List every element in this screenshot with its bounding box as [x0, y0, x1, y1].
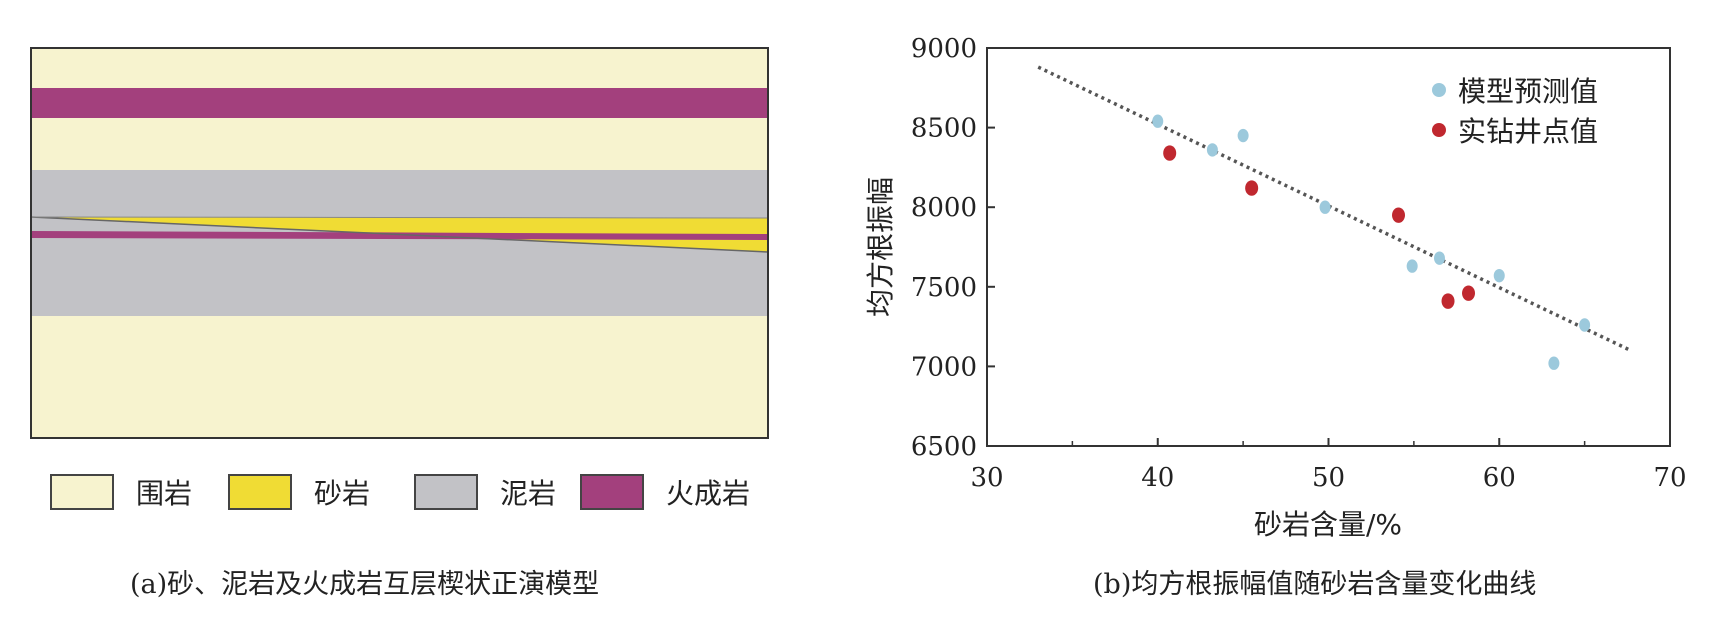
actual-point [1462, 285, 1476, 301]
legend-label: 围岩 [136, 477, 193, 510]
chart-legend: 模型预测值 实钻井点值 [1432, 70, 1598, 150]
x-tick-label: 50 [1312, 463, 1345, 493]
predicted-point [1433, 251, 1445, 265]
legend-label: 火成岩 [666, 477, 751, 510]
x-tick-label: 40 [1141, 463, 1174, 493]
wedge-boundary-line [30, 216, 769, 253]
data-points [1152, 114, 1591, 370]
y-tick-label: 8000 [911, 193, 977, 223]
legend-item-surround-rock: 围岩 [50, 472, 192, 512]
predicted-point [1548, 356, 1560, 370]
predicted-point [1237, 128, 1249, 143]
legend-label: 模型预测值 [1458, 75, 1599, 108]
caption-panel-b: (b)均方根振幅值随砂岩含量变化曲线 [1093, 569, 1537, 600]
x-tick-label: 30 [970, 463, 1003, 493]
actual-point [1392, 207, 1406, 223]
surround-rock-swatch [50, 474, 114, 510]
mudstone-swatch [414, 474, 478, 510]
y-tick-label: 7000 [911, 352, 977, 382]
predicted-point [1152, 114, 1164, 128]
actual-point [1245, 180, 1259, 196]
igneous-upper-band [31, 88, 768, 118]
y-tick-label: 9000 [911, 34, 977, 64]
model-border [30, 47, 769, 439]
legend-label: 实钻井点值 [1458, 115, 1599, 148]
legend-item-mudstone: 泥岩 [414, 472, 556, 512]
igneous-swatch [580, 474, 644, 510]
legend-label: 砂岩 [314, 477, 371, 510]
y-tick-label: 8500 [911, 114, 977, 144]
legend-item-sandstone: 砂岩 [228, 472, 370, 512]
y-tick-label: 7500 [911, 273, 977, 303]
y-tick-label: 6500 [911, 432, 977, 462]
igneous-thin-layer [31, 231, 768, 240]
predicted-point [1493, 268, 1505, 283]
legend-item-igneous: 火成岩 [580, 472, 750, 512]
rms-amplitude-chart: 30 40 50 60 70 6500 7000 7500 8000 8500 9000 砂岩含量… [864, 34, 1687, 541]
y-axis-ticks: 6500 7000 7500 8000 8500 9000 [911, 34, 995, 462]
trend-line [1037, 65, 1632, 353]
predicted-marker [1432, 83, 1446, 97]
lithology-legend: 围岩 砂岩 泥岩 火成岩 [0, 472, 860, 512]
actual-marker [1432, 123, 1446, 137]
legend-item-actual: 实钻井点值 [1432, 110, 1598, 150]
sandstone-swatch [228, 474, 292, 510]
actual-point [1163, 145, 1177, 161]
x-axis-ticks: 30 40 50 60 70 [970, 438, 1687, 493]
wedge-top-line [30, 216, 769, 219]
wedge-model-panel [30, 47, 769, 439]
predicted-point [1319, 200, 1331, 214]
x-tick-label: 70 [1653, 463, 1686, 493]
x-axis-label: 砂岩含量/% [1254, 508, 1402, 541]
y-axis-label: 均方根振幅 [864, 177, 897, 317]
predicted-point [1206, 143, 1218, 157]
legend-item-predicted: 模型预测值 [1432, 70, 1598, 110]
caption-panel-a: (a)砂、泥岩及火成岩互层楔状正演模型 [130, 569, 600, 600]
actual-point [1441, 293, 1455, 309]
x-tick-label: 60 [1483, 463, 1516, 493]
legend-label: 泥岩 [500, 477, 557, 510]
predicted-point [1406, 259, 1418, 273]
predicted-point [1579, 318, 1591, 332]
